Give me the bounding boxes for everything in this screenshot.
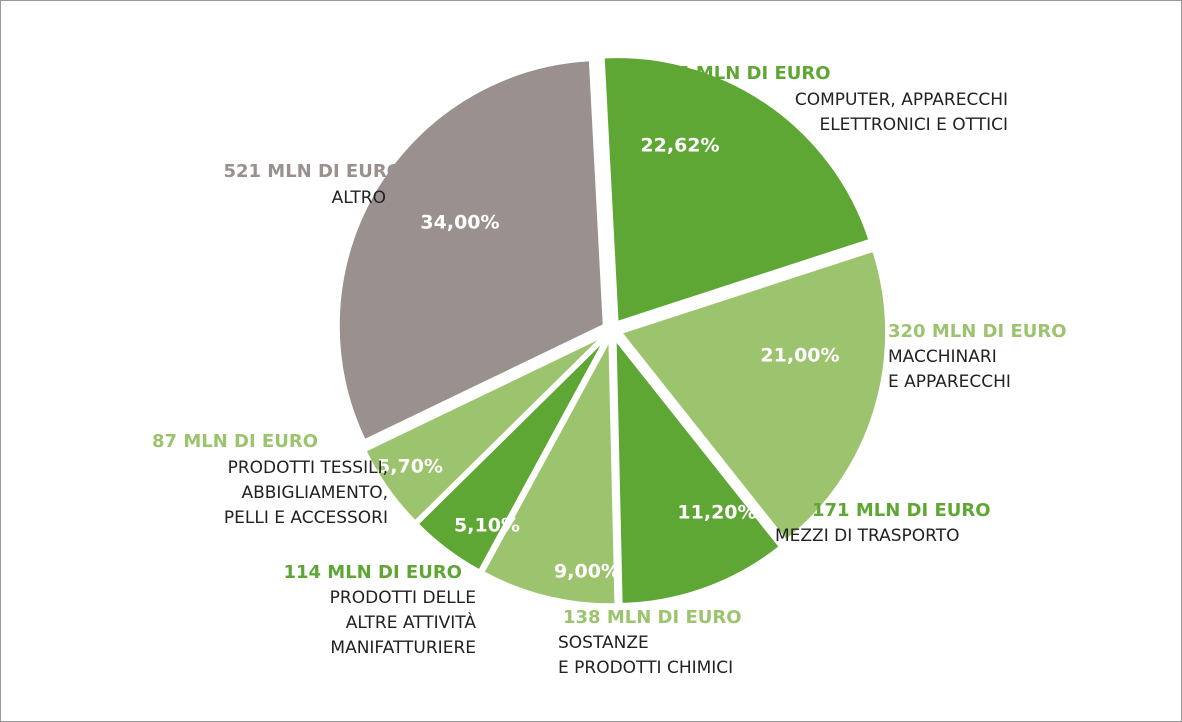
- amount-label: 521 MLN DI EURO: [223, 161, 402, 182]
- percent-label: 11,20%: [677, 502, 756, 524]
- pie-slice: [336, 58, 606, 443]
- amount-label: 114 MLN DI EURO: [283, 562, 462, 583]
- pie-slice: [362, 333, 606, 525]
- amount-label: 171 MLN DI EURO: [812, 500, 991, 521]
- pie-slice: [618, 248, 889, 544]
- category-label: E PRODOTTI CHIMICI: [558, 658, 733, 678]
- percent-label: 5,10%: [454, 515, 520, 537]
- pie-slice: [414, 336, 608, 573]
- category-label: SOSTANZE: [558, 633, 649, 653]
- category-label: PELLI E ACCESSORI: [224, 508, 388, 528]
- pie-slice: [480, 333, 618, 607]
- percent-label: 21,00%: [760, 345, 839, 367]
- amount-label: 320 MLN DI EURO: [888, 321, 1067, 342]
- percent-label: 34,00%: [420, 212, 499, 234]
- amount-label: 138 MLN DI EURO: [563, 607, 742, 628]
- category-label: ABBIGLIAMENTO,: [241, 483, 388, 503]
- category-label: MEZZI DI TRASPORTO: [775, 526, 960, 546]
- category-label: E APPARECCHI: [888, 372, 1011, 392]
- category-label: MANIFATTURIERE: [330, 638, 476, 658]
- percent-label: 22,62%: [640, 135, 719, 157]
- percent-label: 5,70%: [377, 456, 443, 478]
- category-label: ALTRO: [332, 188, 386, 208]
- category-label: PRODOTTI DELLE: [330, 588, 476, 608]
- percent-label: 9,00%: [554, 561, 620, 583]
- category-label: PRODOTTI TESSILI,: [228, 458, 388, 478]
- amount-label: 345 MLN DI EURO: [652, 63, 831, 84]
- category-label: ALTRE ATTIVITÀ: [346, 611, 477, 633]
- pie-slice: [601, 55, 872, 325]
- pie-slice: [613, 334, 783, 606]
- category-label: COMPUTER, APPARECCHI: [795, 90, 1008, 110]
- category-label: ELETTRONICI E OTTICI: [819, 115, 1008, 135]
- category-label: MACCHINARI: [888, 347, 997, 367]
- amount-label: 87 MLN DI EURO: [152, 431, 318, 452]
